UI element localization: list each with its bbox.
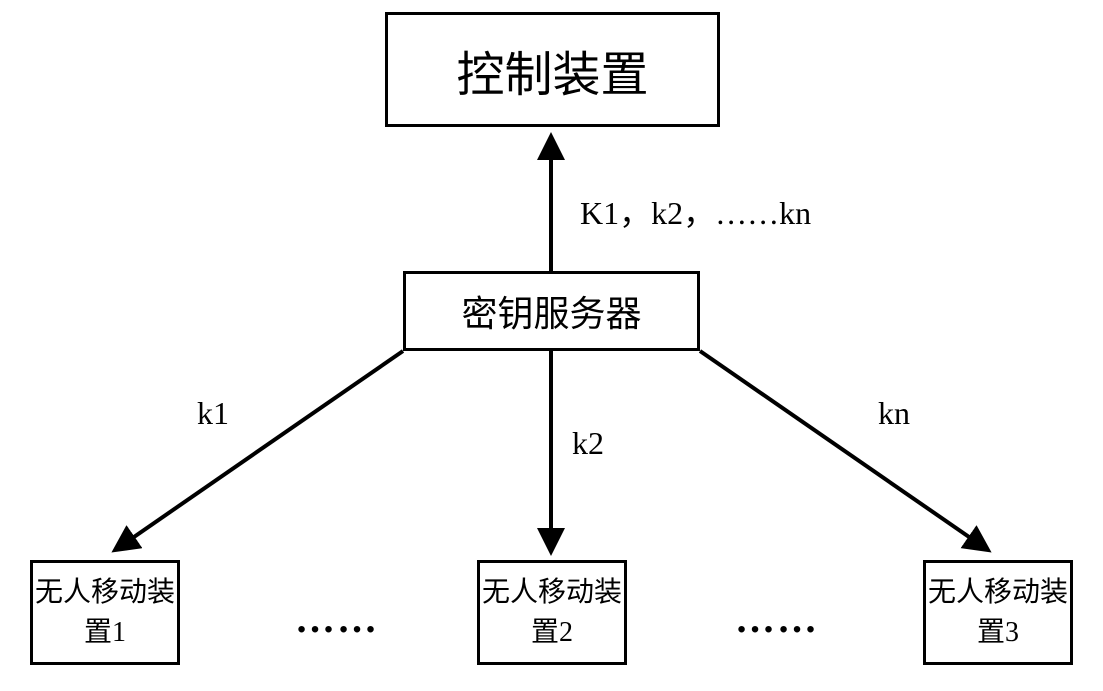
arrow-server-to-mobile3 bbox=[700, 351, 985, 548]
arrow-server-to-mobile1 bbox=[118, 351, 403, 548]
mobile-device-2-label: 无人移动装置2 bbox=[480, 573, 624, 651]
control-device-label: 控制装置 bbox=[456, 35, 648, 105]
edge-label-k1: k1 bbox=[197, 395, 229, 432]
mobile-device-1-node: 无人移动装置1 bbox=[30, 560, 180, 665]
mobile-device-3-label: 无人移动装置3 bbox=[926, 573, 1070, 651]
ellipsis-1: …… bbox=[295, 595, 379, 642]
control-device-node: 控制装置 bbox=[385, 12, 720, 127]
mobile-device-3-node: 无人移动装置3 bbox=[923, 560, 1073, 665]
ellipsis-2: …… bbox=[735, 595, 819, 642]
edge-label-k2: k2 bbox=[572, 425, 604, 462]
edge-label-top: K1，k2，……kn bbox=[580, 188, 811, 234]
edge-label-kn: kn bbox=[878, 395, 910, 432]
mobile-device-1-label: 无人移动装置1 bbox=[33, 573, 177, 651]
key-server-node: 密钥服务器 bbox=[403, 271, 700, 351]
mobile-device-2-node: 无人移动装置2 bbox=[477, 560, 627, 665]
key-server-label: 密钥服务器 bbox=[461, 285, 641, 337]
